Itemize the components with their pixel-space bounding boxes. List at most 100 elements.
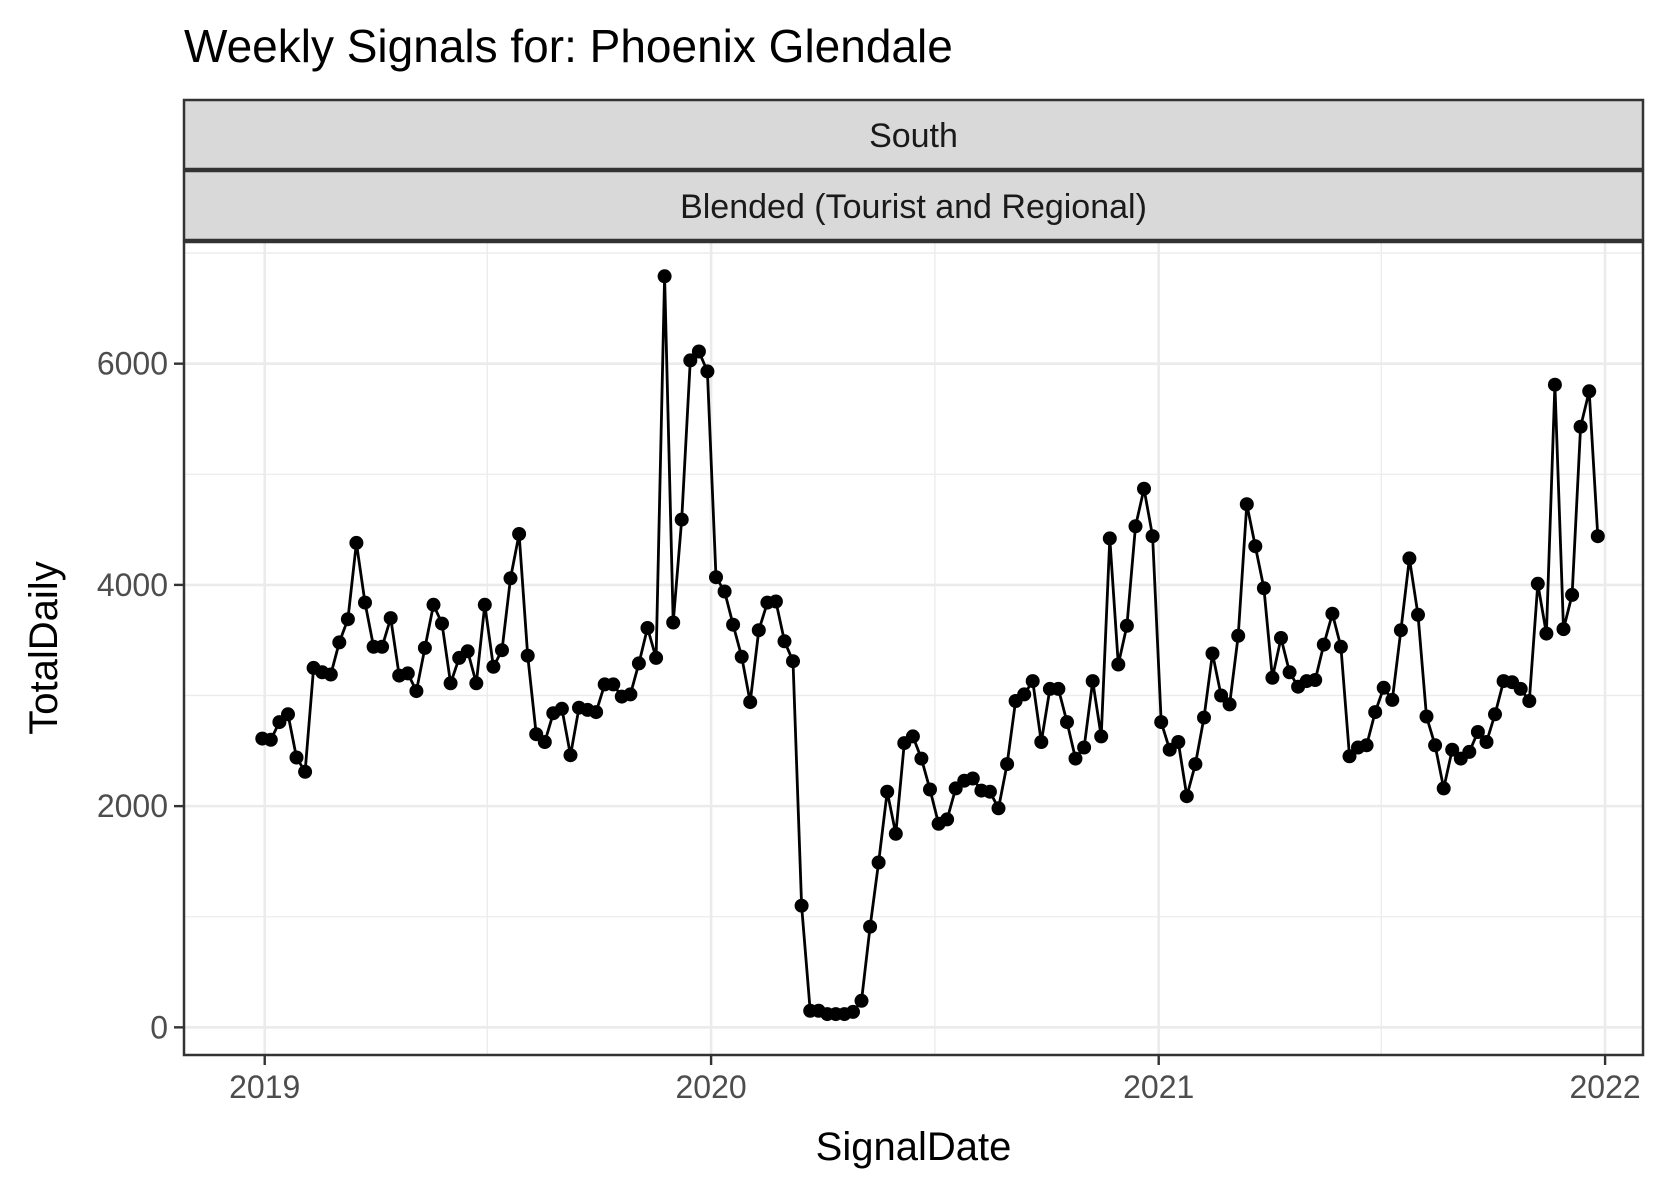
data-point [1436, 781, 1451, 796]
chart-title: Weekly Signals for: Phoenix Glendale [184, 20, 953, 72]
x-axis-title: SignalDate [816, 1125, 1012, 1169]
data-point [281, 707, 295, 722]
data-point [383, 611, 398, 626]
data-point [1188, 757, 1203, 772]
data-point [1068, 751, 1083, 766]
data-point [1530, 576, 1545, 591]
data-point [623, 687, 638, 702]
data-point [1017, 687, 1032, 702]
data-point [358, 595, 372, 610]
data-point [1470, 725, 1485, 739]
data-point [794, 898, 809, 913]
data-point [443, 676, 458, 691]
data-point [375, 639, 390, 654]
data-point [1539, 626, 1554, 641]
data-point [1333, 639, 1348, 654]
data-point [1171, 735, 1186, 749]
data-point [1077, 740, 1092, 755]
data-point [1445, 742, 1460, 757]
data-point [409, 684, 424, 699]
data-point [1179, 789, 1194, 804]
data-point [1325, 606, 1340, 621]
axes-group: 2019 2020 2021 2022 0 2000 4000 6000 [97, 346, 1641, 1105]
data-point [1111, 657, 1126, 672]
data-point [332, 635, 347, 650]
data-point [426, 597, 441, 612]
data-point [1565, 587, 1580, 602]
data-point [768, 594, 783, 609]
y-tick-label-2: 4000 [97, 567, 168, 603]
data-point [1205, 646, 1220, 661]
data-point [1376, 680, 1391, 695]
data-point [717, 584, 732, 599]
data-point [289, 750, 304, 765]
data-point [460, 644, 475, 659]
data-point [1368, 705, 1383, 720]
data-point [1222, 697, 1237, 712]
data-point [751, 623, 766, 638]
data-point [298, 764, 313, 779]
data-point [846, 1004, 860, 1019]
data-point [1479, 735, 1494, 749]
data-point [503, 571, 518, 586]
x-tick-label-2: 2021 [1123, 1069, 1194, 1105]
y-axis-title: TotalDaily [22, 561, 66, 734]
data-point [631, 656, 646, 671]
x-tick-label-3: 2022 [1569, 1069, 1640, 1105]
data-point [880, 784, 895, 799]
gridlines [184, 242, 1643, 1055]
data-point [512, 527, 527, 541]
data-point [743, 695, 758, 710]
data-point [477, 597, 492, 612]
data-point [1547, 377, 1562, 392]
data-point [606, 677, 621, 692]
data-point [726, 617, 741, 632]
data-point [691, 344, 706, 359]
data-point [1128, 519, 1143, 534]
data-point [1590, 529, 1605, 544]
data-point [649, 650, 664, 665]
data-point [1025, 674, 1040, 689]
data-point [1428, 738, 1443, 753]
data-point [1385, 692, 1400, 707]
data-point [1342, 749, 1357, 764]
facet-strip-2-label: Blended (Tourist and Regional) [680, 188, 1147, 226]
y-tick-label-0: 0 [150, 1009, 168, 1045]
x-tick-label-0: 2019 [229, 1069, 300, 1105]
data-point [982, 784, 997, 799]
data-point [417, 640, 432, 655]
data-point [1573, 419, 1588, 434]
data-point [469, 676, 484, 691]
data-point [854, 993, 869, 1008]
data-point [400, 666, 415, 681]
data-point [734, 649, 749, 664]
data-point [1393, 623, 1408, 638]
data-point [340, 612, 355, 627]
data-point [1513, 681, 1528, 696]
facet-strip-2-bg [182, 169, 1645, 242]
data-point [1274, 631, 1288, 645]
data-point [1462, 744, 1477, 759]
data-point [991, 801, 1006, 816]
data-point [589, 705, 604, 720]
series-group [255, 269, 1605, 1022]
data-point [1248, 539, 1263, 554]
data-point [657, 269, 672, 284]
data-point [1000, 757, 1015, 772]
data-point [323, 667, 338, 682]
data-point [1316, 637, 1331, 652]
data-point [263, 732, 278, 747]
data-point [940, 812, 955, 827]
data-point [435, 616, 449, 631]
data-point [1359, 738, 1374, 753]
data-point [1094, 729, 1109, 744]
data-point [871, 855, 886, 870]
data-point [905, 729, 920, 744]
data-point [666, 615, 681, 630]
data-point [1488, 707, 1502, 722]
data-point [554, 701, 569, 716]
data-point [674, 512, 689, 527]
data-point [1102, 531, 1117, 546]
data-point [1256, 581, 1271, 596]
